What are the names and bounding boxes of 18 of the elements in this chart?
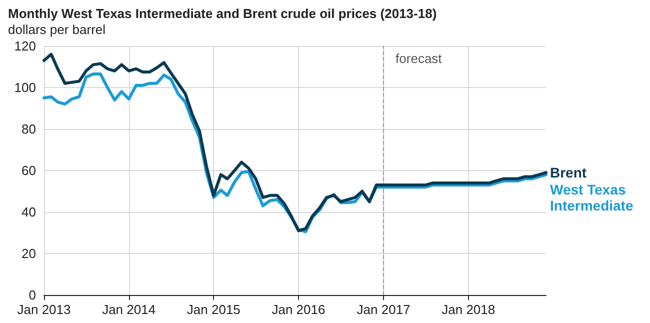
y-tick-label: 40 [22, 204, 36, 220]
chart-title: Monthly West Texas Intermediate and Brent crude oil prices (2013-18) [8, 6, 437, 21]
series-label: Brent [550, 164, 587, 181]
x-tick-label: Jan 2014 [102, 302, 156, 317]
x-tick-label: Jan 2018 [442, 302, 496, 317]
series-label: West Texas Intermediate [550, 182, 634, 214]
y-tick-label: 60 [22, 163, 36, 178]
x-tick-label: Jan 2013 [17, 302, 71, 317]
ref-line-label: forecast [396, 51, 442, 66]
y-tick-label: 120 [14, 38, 36, 54]
y-tick-label: 0 [28, 288, 36, 302]
y-tick-label: 20 [22, 246, 36, 261]
x-tick-label: Jan 2017 [356, 302, 410, 317]
y-tick-label: 100 [14, 80, 36, 95]
x-tick-label: Jan 2015 [186, 302, 240, 317]
y-tick-label: 80 [22, 122, 36, 136]
x-tick-label: Jan 2016 [272, 302, 326, 317]
chart-subtitle: dollars per barrel [8, 22, 106, 37]
